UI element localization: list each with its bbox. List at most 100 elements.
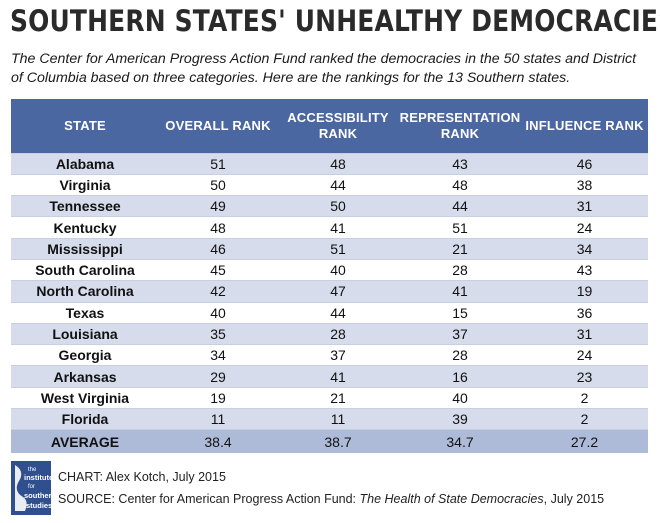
cell-overall-rank: 40	[159, 301, 277, 324]
chart-credit: CHART: Alex Kotch, July 2015	[58, 470, 226, 484]
source-credit: SOURCE: Center for American Progress Act…	[58, 488, 604, 510]
cell-state: Georgia	[11, 344, 159, 366]
column-header-state: STATE	[11, 99, 159, 153]
cell-overall-rank: 45	[159, 258, 277, 281]
cell-overall-rank: 11	[159, 408, 277, 430]
table-row: Virginia 50 44 48 38	[11, 173, 648, 196]
cell-influence-rank: 36	[521, 301, 648, 324]
column-header-influence: INFLUENCE RANK	[521, 99, 648, 153]
average-overall-rank: 38.4	[159, 429, 277, 453]
average-state: AVERAGE	[11, 429, 159, 453]
average-influence-rank: 27.2	[521, 429, 648, 453]
cell-overall-rank: 34	[159, 344, 277, 366]
cell-state: Mississippi	[11, 237, 159, 260]
cell-state: South Carolina	[11, 258, 159, 281]
cell-representation-rank: 21	[399, 237, 521, 260]
logo-word-southern: southern	[24, 491, 51, 500]
average-row: AVERAGE 38.4 38.7 34.7 27.2	[11, 429, 648, 453]
cell-overall-rank: 48	[159, 216, 277, 239]
cell-overall-rank: 42	[159, 280, 277, 303]
cell-influence-rank: 46	[521, 152, 648, 175]
column-header-overall: OVERALL RANK	[159, 99, 277, 153]
cell-influence-rank: 43	[521, 258, 648, 281]
column-header-accessibility: ACCESSIBILITY RANK	[277, 99, 399, 153]
cell-accessibility-rank: 37	[277, 344, 399, 366]
logo-word-for: for	[28, 484, 35, 490]
cell-overall-rank: 19	[159, 386, 277, 409]
cell-state: Kentucky	[11, 216, 159, 239]
cell-representation-rank: 51	[399, 216, 521, 239]
average-accessibility-rank: 38.7	[277, 429, 399, 453]
chart-title: SOUTHERN STATES' UNHEALTHY DEMOCRACIES	[10, 4, 660, 38]
logo-word-the: the	[28, 467, 37, 473]
cell-accessibility-rank: 21	[277, 386, 399, 409]
cell-representation-rank: 39	[399, 408, 521, 430]
cell-representation-rank: 28	[399, 258, 521, 281]
cell-representation-rank: 41	[399, 280, 521, 303]
column-header-representation: REPRESENTATION RANK	[399, 99, 521, 153]
cell-accessibility-rank: 28	[277, 322, 399, 345]
cell-state: Texas	[11, 301, 159, 324]
cell-representation-rank: 37	[399, 322, 521, 345]
table-row: North Carolina 42 47 41 19	[11, 280, 648, 303]
table-row: Mississippi 46 51 21 34	[11, 237, 648, 260]
cell-state: North Carolina	[11, 280, 159, 303]
cell-influence-rank: 38	[521, 173, 648, 196]
cell-influence-rank: 34	[521, 237, 648, 260]
cell-influence-rank: 24	[521, 344, 648, 366]
cell-overall-rank: 49	[159, 195, 277, 217]
cell-influence-rank: 2	[521, 386, 648, 409]
logo-word-studies: studies	[26, 501, 51, 510]
cell-influence-rank: 31	[521, 322, 648, 345]
table-row: Texas 40 44 15 36	[11, 301, 648, 324]
cell-accessibility-rank: 51	[277, 237, 399, 260]
table-row: Tennessee 49 50 44 31	[11, 195, 648, 217]
cell-state: Alabama	[11, 152, 159, 175]
logo-word-institute: institute	[24, 473, 51, 482]
cell-overall-rank: 51	[159, 152, 277, 175]
table-row: Florida 11 11 39 2	[11, 408, 648, 430]
cell-state: Louisiana	[11, 322, 159, 345]
source-title: The Health of State Democracies	[359, 492, 544, 506]
cell-representation-rank: 16	[399, 365, 521, 388]
cell-accessibility-rank: 41	[277, 216, 399, 239]
cell-accessibility-rank: 48	[277, 152, 399, 175]
cell-state: Florida	[11, 408, 159, 430]
table-row: Arkansas 29 41 16 23	[11, 365, 648, 388]
cell-influence-rank: 23	[521, 365, 648, 388]
source-prefix: SOURCE: Center for American Progress Act…	[58, 492, 360, 506]
table-row: West Virginia 19 21 40 2	[11, 386, 648, 409]
cell-overall-rank: 46	[159, 237, 277, 260]
cell-state: West Virginia	[11, 386, 159, 409]
cell-accessibility-rank: 41	[277, 365, 399, 388]
cell-influence-rank: 24	[521, 216, 648, 239]
header-row: STATE OVERALL RANK ACCESSIBILITY RANK RE…	[11, 99, 648, 153]
cell-influence-rank: 2	[521, 408, 648, 430]
cell-accessibility-rank: 40	[277, 258, 399, 281]
average-representation-rank: 34.7	[399, 429, 521, 453]
cell-accessibility-rank: 44	[277, 173, 399, 196]
cell-accessibility-rank: 11	[277, 408, 399, 430]
chart-intro: The Center for American Progress Action …	[11, 51, 637, 86]
table-row: Louisiana 35 28 37 31	[11, 322, 648, 345]
cell-representation-rank: 15	[399, 301, 521, 324]
table-row: South Carolina 45 40 28 43	[11, 258, 648, 281]
cell-accessibility-rank: 44	[277, 301, 399, 324]
cell-overall-rank: 50	[159, 173, 277, 196]
table-row: Alabama 51 48 43 46	[11, 152, 648, 175]
cell-influence-rank: 19	[521, 280, 648, 303]
rankings-table: STATE OVERALL RANK ACCESSIBILITY RANK RE…	[11, 99, 648, 453]
cell-representation-rank: 48	[399, 173, 521, 196]
cell-overall-rank: 35	[159, 322, 277, 345]
institute-logo: the institute for southern studies	[11, 461, 51, 515]
cell-accessibility-rank: 47	[277, 280, 399, 303]
cell-representation-rank: 44	[399, 195, 521, 217]
table-row: Georgia 34 37 28 24	[11, 344, 648, 366]
cell-representation-rank: 43	[399, 152, 521, 175]
credits: CHART: Alex Kotch, July 2015 SOURCE: Cen…	[58, 466, 604, 510]
source-suffix: , July 2015	[543, 492, 605, 506]
cell-overall-rank: 29	[159, 365, 277, 388]
cell-state: Tennessee	[11, 195, 159, 217]
table-body: Alabama 51 48 43 46 Virginia 50 44 48 38 Tennessee…	[11, 152, 648, 453]
cell-influence-rank: 31	[521, 195, 648, 217]
